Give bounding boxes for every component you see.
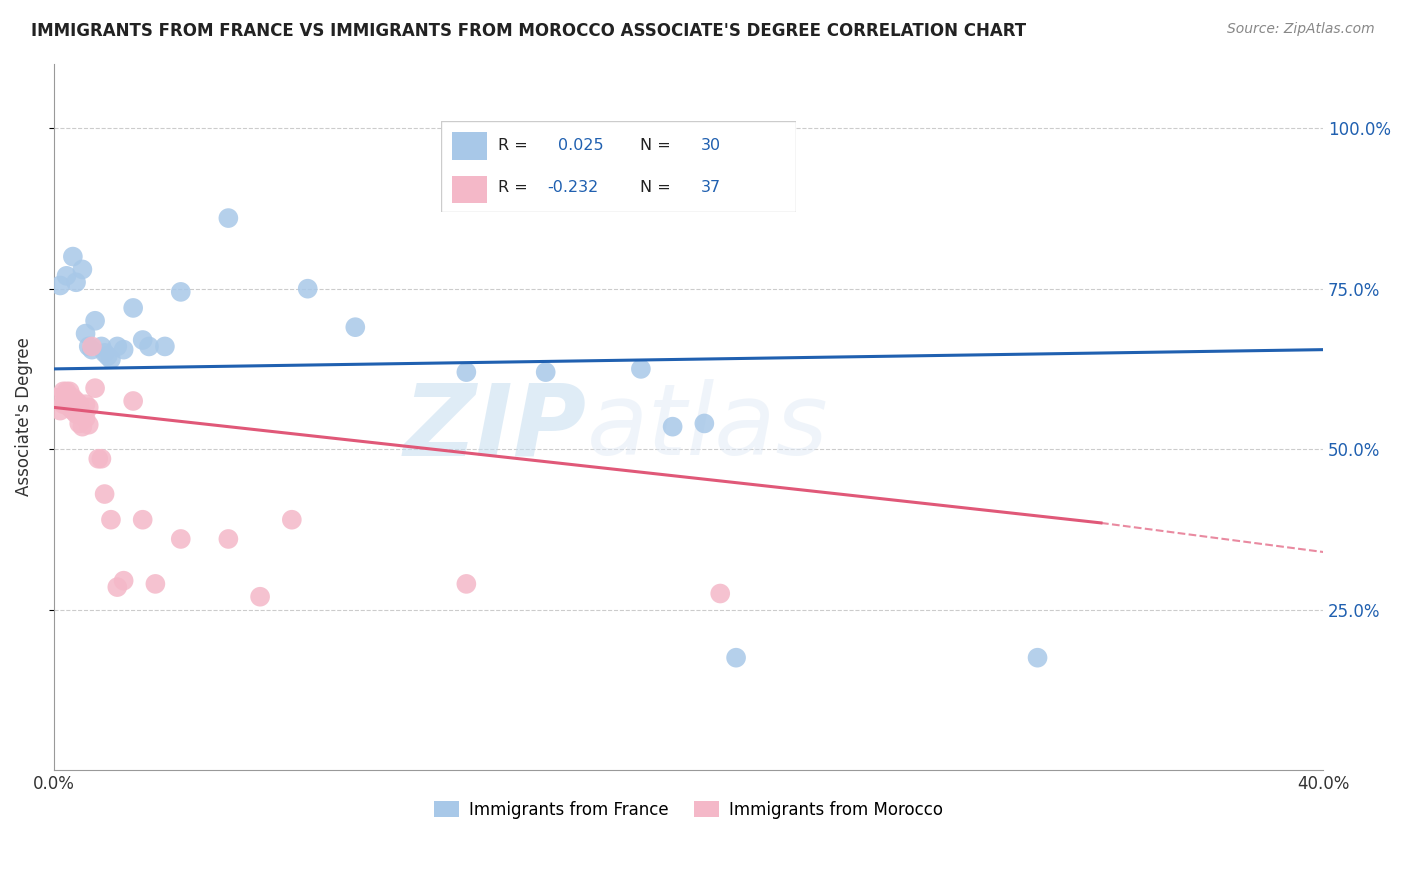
Point [112, 574, 135, 588]
Point [709, 586, 731, 600]
Point [62, 250, 84, 264]
Legend: Immigrants from France, Immigrants from Morocco: Immigrants from France, Immigrants from … [427, 794, 949, 825]
Point [72, 419, 94, 434]
Point [77, 401, 100, 415]
Text: ZIP: ZIP [404, 379, 586, 476]
Point [67, 397, 90, 411]
Point [105, 580, 128, 594]
Point [77, 339, 100, 353]
Point [105, 339, 128, 353]
Point [534, 365, 557, 379]
Point [297, 282, 319, 296]
Point [456, 577, 478, 591]
Point [65, 275, 87, 289]
Point [100, 513, 122, 527]
Point [344, 320, 367, 334]
Point [122, 301, 145, 315]
Point [59, 384, 82, 399]
Point [84, 381, 107, 395]
Point [131, 513, 153, 527]
Point [49, 278, 72, 293]
Point [72, 407, 94, 421]
Point [49, 403, 72, 417]
Point [46, 391, 69, 405]
Text: IMMIGRANTS FROM FRANCE VS IMMIGRANTS FROM MOROCCO ASSOCIATE'S DEGREE CORRELATION: IMMIGRANTS FROM FRANCE VS IMMIGRANTS FRO… [31, 22, 1026, 40]
Point [62, 391, 84, 405]
Point [55, 384, 77, 399]
Point [112, 343, 135, 357]
Point [100, 352, 122, 367]
Point [725, 650, 748, 665]
Point [170, 285, 193, 299]
Point [217, 532, 239, 546]
Point [55, 397, 77, 411]
Point [138, 339, 160, 353]
Point [72, 262, 94, 277]
Point [145, 577, 167, 591]
Point [249, 590, 271, 604]
Point [456, 365, 478, 379]
Point [87, 451, 110, 466]
Point [75, 411, 97, 425]
Point [1026, 650, 1049, 665]
Point [153, 339, 176, 353]
Point [217, 211, 239, 225]
Point [661, 419, 683, 434]
Point [52, 397, 75, 411]
Point [131, 333, 153, 347]
Point [84, 314, 107, 328]
Point [97, 349, 120, 363]
Point [67, 417, 90, 431]
Point [122, 394, 145, 409]
Point [65, 394, 87, 409]
Point [630, 362, 652, 376]
Point [93, 346, 115, 360]
Point [90, 339, 112, 353]
Point [62, 403, 84, 417]
Point [80, 339, 103, 353]
Point [281, 513, 304, 527]
Point [65, 407, 87, 421]
Point [75, 397, 97, 411]
Point [77, 417, 100, 432]
Point [55, 268, 77, 283]
Point [693, 417, 716, 431]
Point [93, 487, 115, 501]
Point [52, 384, 75, 399]
Point [170, 532, 193, 546]
Point [75, 326, 97, 341]
Point [80, 343, 103, 357]
Text: Source: ZipAtlas.com: Source: ZipAtlas.com [1227, 22, 1375, 37]
Text: atlas: atlas [586, 379, 828, 476]
Point [90, 451, 112, 466]
Y-axis label: Associate's Degree: Associate's Degree [15, 337, 32, 497]
Point [59, 401, 82, 415]
